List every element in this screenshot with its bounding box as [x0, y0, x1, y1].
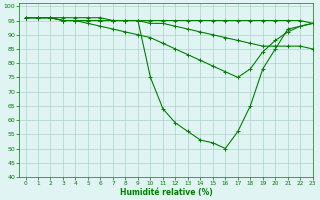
X-axis label: Humidité relative (%): Humidité relative (%)	[120, 188, 212, 197]
